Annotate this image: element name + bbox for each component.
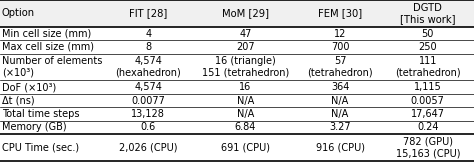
Text: Max cell size (mm): Max cell size (mm) xyxy=(2,42,94,52)
Text: CPU Time (sec.): CPU Time (sec.) xyxy=(2,143,79,153)
Text: 12: 12 xyxy=(334,29,346,39)
Text: Option: Option xyxy=(2,8,35,18)
Text: 0.24: 0.24 xyxy=(417,122,438,132)
Text: 691 (CPU): 691 (CPU) xyxy=(221,143,270,153)
Text: 13,128: 13,128 xyxy=(131,109,165,119)
Text: 6.84: 6.84 xyxy=(235,122,256,132)
Text: 1,115: 1,115 xyxy=(414,82,442,92)
Text: Total time steps: Total time steps xyxy=(2,109,80,119)
Text: 17,647: 17,647 xyxy=(411,109,445,119)
Text: 0.0077: 0.0077 xyxy=(131,96,165,106)
Text: 47: 47 xyxy=(239,29,252,39)
Text: Number of elements
(×10³): Number of elements (×10³) xyxy=(2,56,102,78)
Text: FEM [30]: FEM [30] xyxy=(318,8,362,18)
Text: 111
(tetrahedron): 111 (tetrahedron) xyxy=(395,56,461,78)
Text: 0.0057: 0.0057 xyxy=(411,96,445,106)
Text: MoM [29]: MoM [29] xyxy=(222,8,269,18)
Text: N/A: N/A xyxy=(331,96,349,106)
Text: Min cell size (mm): Min cell size (mm) xyxy=(2,29,91,39)
Text: 916 (CPU): 916 (CPU) xyxy=(316,143,365,153)
Text: 16 (triangle)
151 (tetrahedron): 16 (triangle) 151 (tetrahedron) xyxy=(201,56,289,78)
Text: 2,026 (CPU): 2,026 (CPU) xyxy=(119,143,177,153)
Text: DoF (×10³): DoF (×10³) xyxy=(2,82,56,92)
Text: 4,574
(hexahedron): 4,574 (hexahedron) xyxy=(115,56,181,78)
Text: 4: 4 xyxy=(145,29,151,39)
Text: 364: 364 xyxy=(331,82,349,92)
Text: 207: 207 xyxy=(236,42,255,52)
Text: DGTD
[This work]: DGTD [This work] xyxy=(400,3,456,24)
Text: 700: 700 xyxy=(331,42,349,52)
Text: 57
(tetrahedron): 57 (tetrahedron) xyxy=(307,56,373,78)
Text: 782 (GPU)
15,163 (CPU): 782 (GPU) 15,163 (CPU) xyxy=(395,137,460,158)
Text: 4,574: 4,574 xyxy=(134,82,162,92)
Text: N/A: N/A xyxy=(331,109,349,119)
Text: 8: 8 xyxy=(145,42,151,52)
Text: 50: 50 xyxy=(421,29,434,39)
Text: 250: 250 xyxy=(419,42,437,52)
Text: FIT [28]: FIT [28] xyxy=(129,8,167,18)
Bar xyxy=(0,0,474,27)
Text: 0.6: 0.6 xyxy=(140,122,156,132)
Text: 16: 16 xyxy=(239,82,251,92)
Text: Memory (GB): Memory (GB) xyxy=(2,122,66,132)
Text: 3.27: 3.27 xyxy=(329,122,351,132)
Text: N/A: N/A xyxy=(237,109,254,119)
Text: Δt (ns): Δt (ns) xyxy=(2,96,35,106)
Text: N/A: N/A xyxy=(237,96,254,106)
